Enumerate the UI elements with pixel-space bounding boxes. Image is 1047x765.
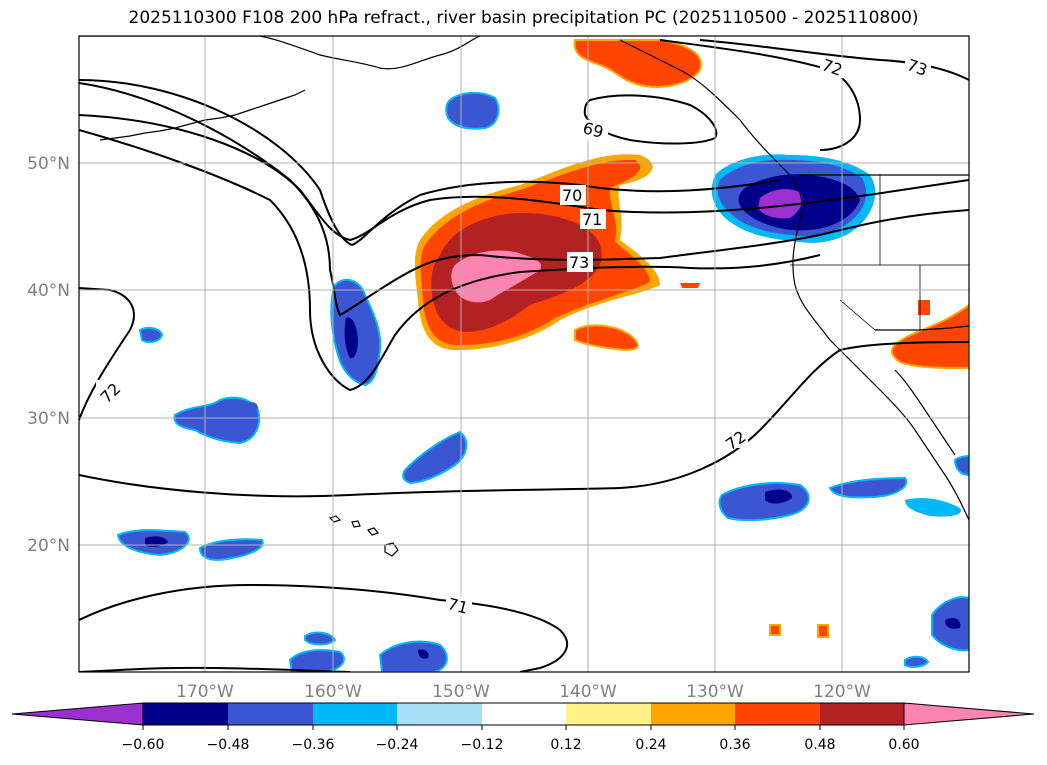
precip-negative-region: [953, 454, 969, 477]
contour-labels: 69 70 71 73 72 72 72 73 71: [96, 55, 931, 618]
contour-71-south: [79, 583, 569, 672]
precip-positive-region: [573, 39, 702, 88]
precip-negative-region: [904, 655, 930, 668]
contour-70: [79, 79, 781, 247]
alaska-coast: [79, 36, 481, 70]
precip-negative-region: [828, 476, 908, 499]
colorbar-tick-label: −0.60: [122, 737, 165, 753]
contour-label: 73: [569, 253, 589, 272]
colorbar-extend-min: [11, 702, 144, 726]
precip-negative-region: [905, 497, 961, 517]
lat-tick-label: 50°N: [27, 154, 70, 174]
precipitation-shading: [116, 39, 969, 672]
latitude-ticks: 50°N 40°N 30°N 20°N: [27, 154, 70, 556]
lon-tick-label: 140°W: [559, 682, 617, 702]
map-frame: [78, 35, 970, 673]
colorbar-segment: [228, 703, 313, 725]
colorbar-segment: [820, 703, 904, 725]
colorbar-tick-label: 0.48: [804, 737, 835, 753]
lat-tick-label: 40°N: [27, 281, 70, 301]
map-title: 2025110300 F108 200 hPa refract., river …: [128, 8, 919, 28]
contour-label: 71: [582, 210, 602, 229]
contour-73-north: [699, 39, 969, 81]
colorbar-segment: [143, 703, 228, 725]
colorbar-tick-label: 0.24: [635, 737, 666, 753]
precip-negative-region: [445, 92, 500, 130]
lat-tick-label: 30°N: [27, 409, 70, 429]
precip-negative-region: [138, 326, 164, 344]
lon-tick-label: 130°W: [686, 682, 744, 702]
us-mexico-border: [875, 325, 969, 331]
colorbar-segment: [482, 703, 566, 725]
hawaii-islands: [328, 515, 399, 557]
contour-71: [79, 114, 969, 242]
lat-tick-label: 20°N: [27, 536, 70, 556]
precip-negative-region: [198, 538, 264, 561]
colorbar-segment: [397, 703, 482, 725]
contour-72-west: [79, 129, 821, 392]
lon-tick-label: 150°W: [432, 682, 490, 702]
refractivity-contours: [79, 39, 969, 672]
colorbar-segment: [735, 703, 820, 725]
colorbar-tick-label: −0.36: [292, 737, 335, 753]
colorbar-tick-label: −0.24: [376, 737, 419, 753]
precip-negative-region: [378, 640, 448, 672]
colorbar-segment: [566, 703, 651, 725]
contour-69: [583, 94, 718, 145]
precip-negative-region: [173, 396, 260, 445]
map-area: [79, 36, 969, 672]
colorbar-segment: [651, 703, 735, 725]
precip-negative-region: [304, 631, 337, 646]
contour-71-south-inner: [79, 666, 351, 672]
colorbar-segment: [313, 703, 397, 725]
lon-tick-label: 170°W: [176, 682, 234, 702]
contour-label: 70: [562, 186, 582, 205]
colorbar-tick-label: −0.48: [207, 737, 250, 753]
contour-72-east: [79, 341, 969, 498]
colorbar-tick-label: 0.12: [550, 737, 581, 753]
colorbar-tick-label: 0.36: [719, 737, 750, 753]
lon-tick-label: 120°W: [813, 682, 871, 702]
baja-california: [894, 369, 956, 456]
contour-label: 69: [581, 118, 606, 142]
lon-tick-label: 160°W: [304, 682, 362, 702]
longitude-ticks: 170°W 160°W 150°W 140°W 130°W 120°W: [176, 682, 871, 702]
precip-negative-region: [402, 430, 468, 485]
grid-lines: [79, 36, 969, 672]
colorbar-extend-max: [903, 702, 1035, 726]
colorbar-tick-label: −0.12: [461, 737, 504, 753]
precip-negative-region: [288, 649, 345, 672]
contour-72-south: [79, 287, 135, 421]
contour-label: 71: [446, 594, 471, 618]
colorbar-tick-label: 0.60: [888, 737, 919, 753]
precip-negative-region: [245, 402, 258, 412]
state-borders: [790, 175, 969, 331]
precip-positive-region: [890, 303, 969, 369]
north-america-coast: [619, 39, 969, 521]
colorbar: −0.60 −0.48 −0.36 −0.24 −0.12 0.12 0.24 …: [11, 702, 1035, 753]
